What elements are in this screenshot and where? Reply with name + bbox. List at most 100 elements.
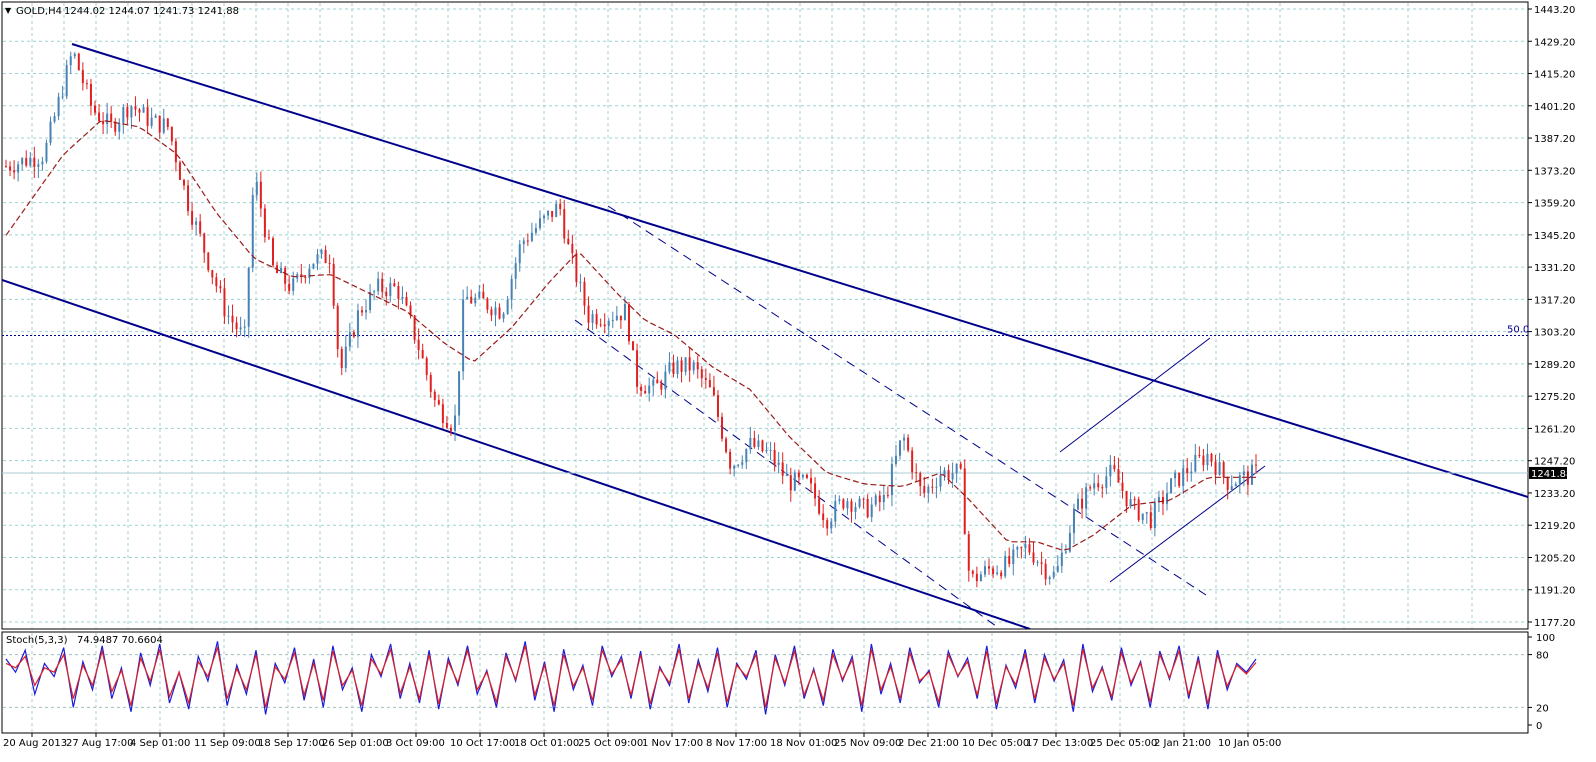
rising-channel-bottom-line[interactable] <box>1109 465 1266 583</box>
candle-body <box>858 498 861 507</box>
candle-body <box>114 121 117 132</box>
candle-body <box>874 495 877 505</box>
candle-body <box>1170 478 1173 494</box>
candle-body <box>482 291 485 299</box>
x-tick-label: 26 Sep 01:00 <box>322 738 389 749</box>
candlestick-series <box>5 51 1257 588</box>
candle-body <box>1250 464 1253 485</box>
candle-body <box>401 296 404 299</box>
candle-body <box>37 164 40 167</box>
candle-body <box>988 566 991 569</box>
dashed-lower-trend-line[interactable] <box>574 319 1001 629</box>
candle-body <box>191 210 194 225</box>
candle-body <box>664 371 667 390</box>
candle-body <box>721 416 724 439</box>
candle-body <box>1178 472 1181 486</box>
candle-body <box>684 357 687 372</box>
candle-body <box>951 473 954 480</box>
candle-body <box>911 450 914 473</box>
y-tick-label: 1331.20 <box>1534 263 1575 274</box>
candle-body <box>822 513 825 521</box>
candle-body <box>332 263 335 306</box>
candle-body <box>284 267 287 284</box>
stochastic-panel[interactable] <box>1 631 1529 734</box>
candle-body <box>967 534 970 571</box>
y-tick-label: 1219.20 <box>1534 521 1575 532</box>
moving-average-line <box>5 120 1256 551</box>
stoch-title: Stoch(5,3,3) <box>6 635 68 646</box>
candle-body <box>1133 499 1136 501</box>
candle-body <box>834 501 837 522</box>
candle-body <box>239 327 242 330</box>
candle-body <box>219 286 222 289</box>
lower-channel-line[interactable] <box>2 279 1031 629</box>
x-tick-label: 25 Dec 05:00 <box>1090 738 1157 749</box>
candle-body <box>644 390 647 394</box>
price-axis[interactable]: 1443.20 1429.20 1415.20 1401.20 1387.20 1373.… <box>1528 5 1575 629</box>
candle-body <box>178 162 181 180</box>
y-tick-label: 1401.20 <box>1534 102 1575 113</box>
candle-body <box>85 83 88 85</box>
candle-body <box>712 387 715 396</box>
candle-body <box>692 362 695 371</box>
candle-body <box>676 360 679 374</box>
candle-body <box>106 113 109 125</box>
upper-channel-line[interactable] <box>71 43 1528 498</box>
candle-body <box>1068 533 1071 552</box>
candle-body <box>526 240 529 242</box>
candle-body <box>162 118 165 133</box>
candle-body <box>745 449 748 463</box>
candle-body <box>575 253 578 283</box>
candle-body <box>704 378 707 381</box>
x-tick-label: 2 Dec 21:00 <box>898 738 959 749</box>
candle-body <box>1137 499 1140 521</box>
main-price-panel[interactable] <box>1 1 1529 630</box>
candle-body <box>955 463 958 474</box>
candle-body <box>510 278 513 300</box>
candle-body <box>13 170 16 173</box>
candle-body <box>846 501 849 509</box>
x-tick-label: 25 Oct 09:00 <box>578 738 643 749</box>
candle-body <box>1186 468 1189 474</box>
candle-body <box>340 349 343 368</box>
candle-body <box>65 65 68 97</box>
candle-body <box>9 166 12 171</box>
rising-channel-top-line[interactable] <box>1059 337 1211 453</box>
candle-body <box>753 437 756 447</box>
x-tick-label: 27 Aug 17:00 <box>66 738 133 749</box>
candle-body <box>1210 453 1213 462</box>
x-tick-label: 10 Dec 05:00 <box>962 738 1029 749</box>
candle-body <box>923 486 926 493</box>
candle-body <box>421 350 424 359</box>
candle-body <box>725 438 728 452</box>
candle-body <box>271 238 274 266</box>
candle-body <box>737 464 740 466</box>
stoch-axis[interactable]: 100 80 20 0 <box>1528 633 1555 732</box>
candle-body <box>801 474 804 478</box>
candle-body <box>894 455 897 465</box>
candle-body <box>251 195 254 268</box>
candle-body <box>886 494 889 496</box>
candle-body <box>1060 552 1063 567</box>
candle-body <box>409 305 412 316</box>
candle-body <box>1149 512 1152 529</box>
x-tick-label: 10 Jan 05:00 <box>1218 738 1281 749</box>
candle-body <box>138 109 141 113</box>
candle-body <box>805 474 808 478</box>
candle-body <box>789 475 792 491</box>
candle-body <box>255 181 258 196</box>
candle-body <box>826 520 829 529</box>
candle-body <box>130 106 133 118</box>
candle-body <box>579 281 582 283</box>
candle-body <box>336 305 339 350</box>
candle-body <box>1016 547 1019 550</box>
collapse-triangle-icon[interactable]: ▼ <box>5 6 12 15</box>
candle-body <box>927 486 930 493</box>
candle-body <box>243 326 246 328</box>
candle-body <box>154 115 157 118</box>
x-tick-label: 10 Oct 17:00 <box>450 738 515 749</box>
candle-body <box>903 437 906 441</box>
candle-body <box>312 263 315 269</box>
